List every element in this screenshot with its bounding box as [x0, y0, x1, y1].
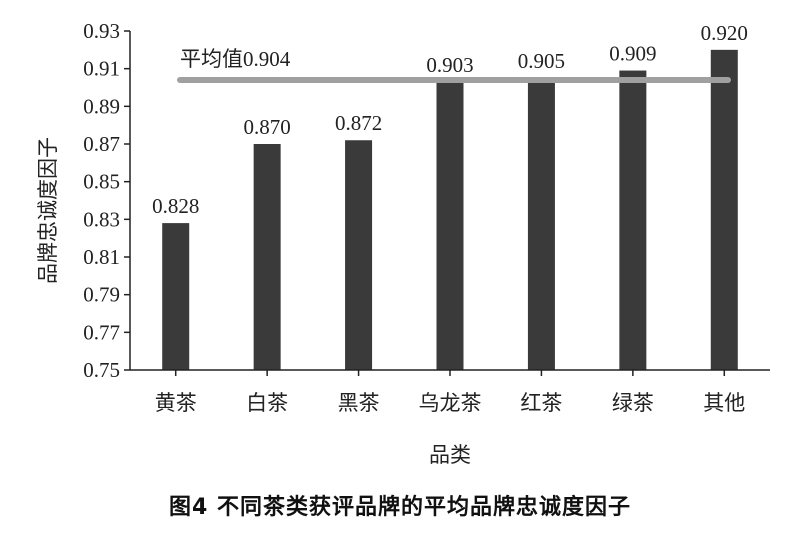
- category-label: 黄茶: [155, 391, 197, 415]
- bar: [162, 223, 190, 370]
- category-label: 黑茶: [338, 391, 380, 415]
- bar-value-label: 0.870: [244, 115, 291, 139]
- bar-value-label: 0.909: [609, 42, 656, 66]
- category-label: 红茶: [520, 391, 562, 415]
- x-axis-title: 品类: [429, 443, 471, 467]
- y-tick-label: 0.81: [83, 245, 120, 269]
- y-tick-label: 0.79: [83, 283, 120, 307]
- figure-caption: 图4 不同茶类获评品牌的平均品牌忠诚度因子: [169, 495, 631, 520]
- y-tick-label: 0.85: [83, 170, 120, 194]
- y-tick-label: 0.91: [83, 57, 120, 81]
- bar-value-label: 0.872: [335, 111, 382, 135]
- bar-value-label: 0.828: [152, 194, 199, 218]
- average-label-text: 平均值: [180, 47, 243, 71]
- y-tick-label: 0.75: [83, 358, 120, 382]
- bar: [345, 140, 373, 370]
- bar-chart: 0.75 0.77 0.79 0.81 0.83 0.85 0.87 0.89 0.91 0.93…: [36, 19, 770, 467]
- y-tick-label: 0.77: [83, 320, 120, 344]
- average-label-value: 0.904: [243, 47, 291, 71]
- bar-value-label: 0.905: [518, 49, 565, 73]
- bar-value-labels: 0.828 0.870 0.872 0.903 0.905 0.909 0.920: [152, 21, 748, 218]
- y-tick-label: 0.87: [83, 132, 120, 156]
- y-axis-ticks: 0.75 0.77 0.79 0.81 0.83 0.85 0.87 0.89 0.91 0.93: [83, 19, 130, 382]
- y-tick-label: 0.89: [83, 94, 120, 118]
- category-label: 其他: [703, 391, 745, 415]
- bar: [436, 81, 464, 370]
- bar: [710, 49, 738, 370]
- bars: [162, 49, 738, 371]
- category-label: 绿茶: [612, 391, 654, 415]
- average-label: 平均值0.904: [180, 47, 291, 71]
- bar-value-label: 0.903: [426, 53, 473, 77]
- bar: [619, 70, 647, 371]
- category-labels: 黄茶 白茶 黑茶 乌龙茶 红茶 绿茶 其他: [155, 370, 745, 415]
- average-line-group: 平均值0.904: [177, 47, 731, 83]
- category-label: 乌龙茶: [419, 391, 482, 415]
- y-tick-label: 0.83: [83, 207, 120, 231]
- category-label: 白茶: [246, 391, 288, 415]
- y-tick-label: 0.93: [83, 19, 120, 43]
- bar-value-label: 0.920: [701, 21, 748, 45]
- bar: [527, 78, 555, 370]
- y-axis-title: 品牌忠诚度因子: [36, 137, 60, 284]
- bar: [253, 144, 281, 370]
